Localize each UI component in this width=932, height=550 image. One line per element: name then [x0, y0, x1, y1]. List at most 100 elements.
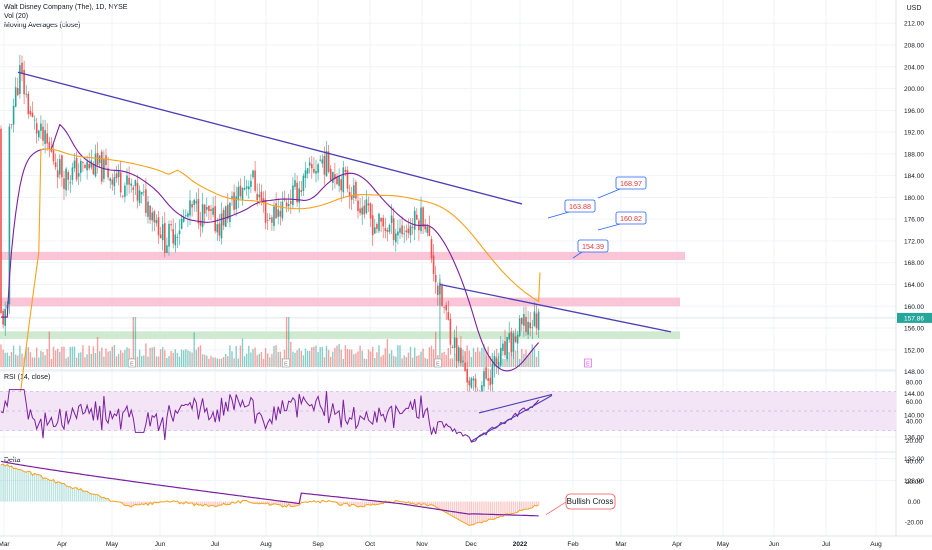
candle	[149, 205, 151, 220]
volume-bar	[510, 350, 512, 367]
delta-legend[interactable]: Delta	[4, 457, 21, 464]
candle	[371, 215, 374, 236]
volume-bar	[103, 356, 105, 367]
delta-bar	[414, 501, 416, 505]
delta-bar	[258, 501, 260, 504]
bullish-cross-pointer	[545, 501, 567, 516]
candle	[155, 219, 158, 224]
delta-bar	[220, 501, 223, 506]
price-tick-label: 160.00	[904, 304, 924, 311]
candle	[426, 226, 429, 233]
price-tick-label: 152.00	[904, 347, 924, 354]
time-tick-label: Apr	[57, 541, 68, 548]
candle	[353, 185, 355, 198]
earnings-marker	[282, 358, 290, 368]
volume-bar	[84, 357, 86, 367]
volume-bar	[222, 357, 225, 367]
candle	[344, 169, 347, 172]
candle	[193, 199, 195, 205]
candle	[323, 155, 326, 175]
volume-bar	[294, 352, 296, 367]
candle	[220, 213, 223, 239]
wedge-trendline	[439, 283, 672, 333]
delta-bar	[487, 501, 489, 520]
volume-bar	[340, 349, 342, 367]
volume-bar	[212, 357, 214, 367]
candle	[14, 87, 17, 107]
volume-bar	[309, 350, 311, 367]
candle	[483, 371, 485, 387]
delta-bar	[269, 501, 271, 506]
volume-bar	[80, 352, 82, 367]
candle	[271, 217, 273, 223]
volume-bar	[52, 346, 55, 367]
candle	[537, 311, 540, 331]
candle	[256, 193, 258, 201]
candle	[63, 178, 65, 189]
volume-bar	[342, 358, 344, 367]
level-labels: 168.97 163.88 160.82 154.39 E E E E	[128, 176, 647, 368]
volume-bar	[208, 358, 210, 367]
rsi-tick-label: 60.00	[906, 399, 923, 406]
volume-bar	[386, 339, 389, 367]
volume-bar	[122, 352, 124, 367]
delta-bar	[201, 501, 204, 507]
volume-bar	[115, 356, 118, 367]
delta-bar	[485, 501, 487, 522]
volume-bar	[124, 350, 126, 367]
volume-bar	[489, 356, 491, 367]
time-tick-label: Aug	[870, 541, 882, 548]
delta-bar	[361, 501, 363, 507]
level-pointer	[572, 251, 583, 259]
volume-bar	[409, 346, 412, 367]
price-tick-label: 136.00	[904, 434, 924, 441]
delta-bar	[290, 501, 292, 507]
delta-bar	[491, 501, 494, 520]
delta-bar	[374, 501, 376, 505]
volume-bar	[67, 356, 69, 367]
time-tick-label: Mar	[615, 541, 627, 548]
volume-legend[interactable]: Vol (20)	[4, 13, 29, 20]
volume-bar	[136, 356, 139, 367]
rsi-panel	[0, 389, 896, 443]
delta-bar	[435, 501, 437, 507]
volume-bar	[313, 346, 315, 367]
volume-bar	[128, 348, 130, 367]
delta-bar	[382, 501, 384, 504]
volume-bar	[82, 345, 84, 367]
delta-bar	[460, 501, 462, 521]
volume-bar	[380, 356, 382, 367]
moving-average-legend[interactable]: Moving Averages (close)	[4, 22, 81, 29]
candle	[101, 151, 103, 182]
volume-bar	[90, 353, 92, 367]
level-pointer	[597, 188, 621, 199]
candle	[233, 192, 235, 210]
candle	[510, 331, 513, 352]
delta-bar	[206, 501, 208, 506]
volume-bar	[48, 331, 50, 367]
volume-bar	[466, 345, 468, 367]
volume-bar	[353, 354, 355, 367]
volume-bar	[237, 358, 239, 367]
delta-bar	[426, 501, 428, 506]
delta-bar	[187, 501, 189, 504]
volume-bar	[432, 349, 435, 367]
delta-bar	[405, 501, 407, 504]
delta-bar	[212, 501, 214, 506]
candle	[170, 223, 172, 226]
delta-bar	[359, 501, 361, 507]
volume-bar	[397, 345, 399, 367]
delta-bar	[521, 501, 523, 511]
candle	[384, 228, 387, 231]
candle	[38, 130, 40, 138]
delta-bar	[126, 501, 128, 506]
volume-bar	[206, 355, 208, 367]
level-label: 154.39	[582, 242, 604, 251]
delta-bar	[367, 501, 370, 505]
candle	[269, 217, 271, 219]
volume-bar	[262, 358, 265, 367]
volume-bar	[403, 355, 405, 367]
rsi-legend[interactable]: RSI (14, close)	[4, 374, 51, 381]
volume-bar	[315, 345, 317, 367]
